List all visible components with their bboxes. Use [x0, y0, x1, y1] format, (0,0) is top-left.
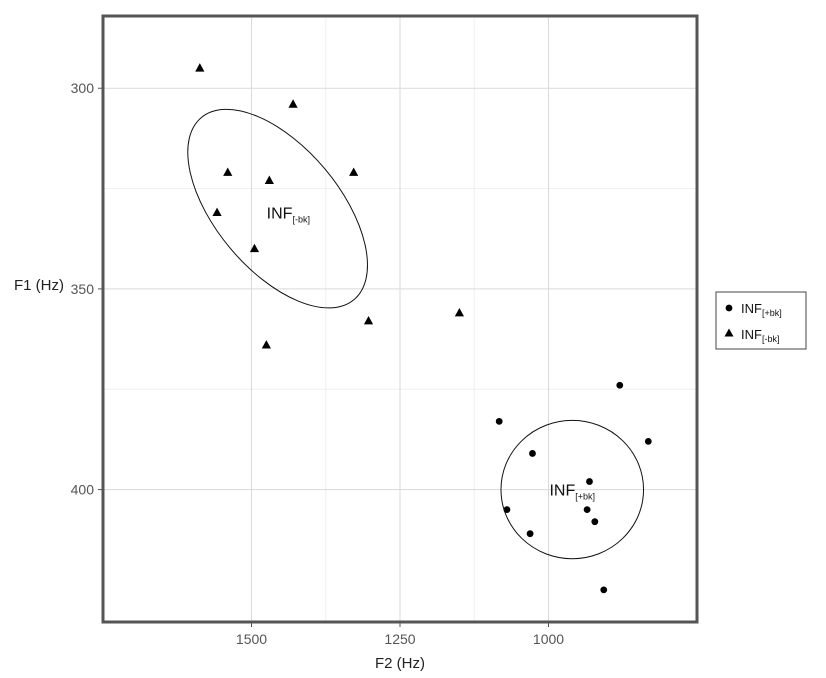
axis-ticks: 1500 1250 1000 300 350 400 [71, 80, 565, 647]
data-point-circle [529, 450, 536, 457]
y-axis-title: F1 (Hz) [14, 277, 64, 294]
y-tick-label: 300 [71, 80, 95, 96]
legend-circle-marker [725, 304, 733, 312]
legend-triangle-marker [724, 328, 734, 337]
data-point-circle [583, 506, 591, 514]
x-tick-label: 1500 [236, 631, 267, 647]
x-tick-label: 1250 [384, 631, 415, 647]
cluster-labels: INF[-bk] INF[+bk] [267, 206, 595, 502]
grid-lines [103, 16, 697, 622]
data-point-circle [616, 381, 624, 389]
legend-label-minus-bk: INF[-bk] [741, 327, 779, 344]
data-point-triangle [195, 63, 205, 72]
plot-panel-border [101, 14, 699, 624]
data-point-circle [495, 417, 503, 425]
data-point-triangle [349, 167, 359, 176]
confidence-ellipse [187, 108, 368, 309]
x-tick-label: 1000 [533, 631, 564, 647]
cluster-label: INF[+bk] [549, 483, 595, 502]
confidence-ellipses [187, 108, 645, 560]
data-point-triangle [363, 316, 374, 325]
data-point-circle [644, 438, 652, 445]
data-point-triangle [261, 340, 271, 349]
data-point-circle [600, 586, 608, 594]
data-point-triangle [249, 243, 260, 253]
data-point-circle [586, 478, 593, 485]
data-point-triangle [264, 175, 274, 184]
cluster-label: INF[-bk] [267, 206, 310, 225]
legend-box [715, 291, 807, 350]
x-axis-title: F2 (Hz) [375, 655, 425, 672]
data-point-triangle [212, 207, 222, 217]
data-point-circle [591, 518, 599, 526]
legend-label-plus-bk: INF[+bk] [741, 301, 782, 318]
data-point-circle [503, 506, 511, 514]
data-point-triangle [288, 99, 298, 108]
data-points [195, 63, 652, 594]
data-point-triangle [223, 167, 233, 176]
data-point-circle [526, 530, 534, 538]
y-tick-label: 350 [71, 281, 95, 297]
confidence-ellipse [500, 419, 645, 560]
legend: INF[+bk] INF[-bk] [715, 291, 807, 350]
y-tick-label: 400 [71, 482, 95, 498]
data-point-triangle [454, 307, 464, 317]
